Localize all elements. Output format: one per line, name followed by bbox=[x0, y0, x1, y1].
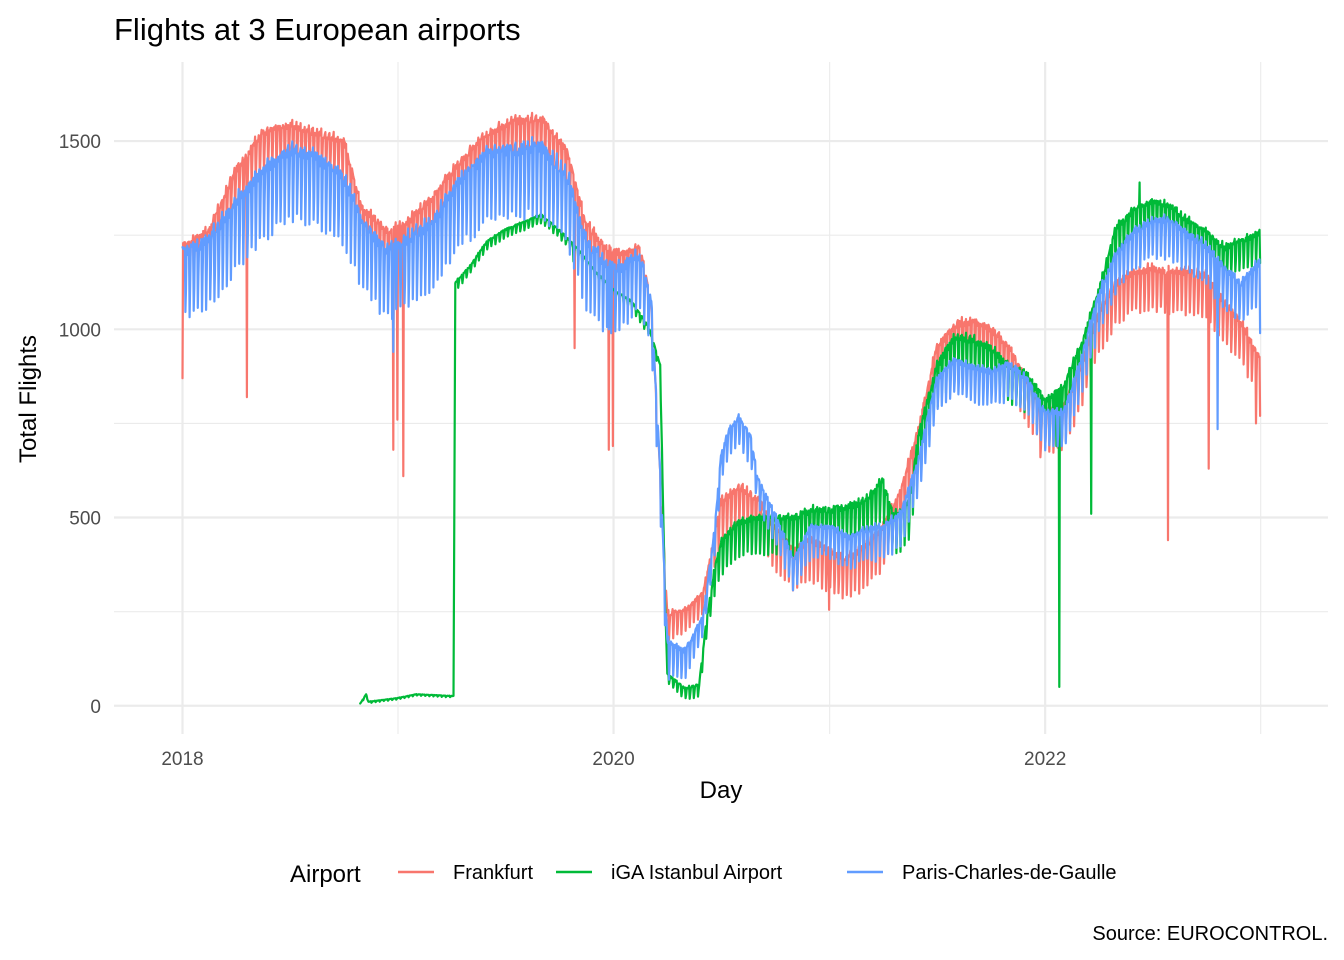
series-line-frankfurt bbox=[181, 111, 1262, 642]
chart-title: Flights at 3 European airports bbox=[114, 12, 521, 47]
series-line-paris-charles-de-gaulle bbox=[181, 136, 1262, 681]
x-tick-label: 2018 bbox=[161, 749, 203, 770]
x-axis-title: Day bbox=[700, 777, 743, 804]
y-axis-ticks: 0 500 1000 1500 bbox=[59, 132, 101, 718]
chart-caption: Source: EUROCONTROL. bbox=[1092, 923, 1328, 945]
legend-items: Frankfurt iGA Istanbul Airport Paris-Charl… bbox=[398, 862, 1117, 884]
x-tick-label: 2020 bbox=[592, 749, 634, 770]
x-axis-ticks: 2018 2020 2022 bbox=[161, 749, 1066, 770]
legend-title: Airport bbox=[290, 861, 361, 888]
series-lines bbox=[181, 111, 1262, 705]
legend-label: Frankfurt bbox=[453, 862, 533, 884]
legend-label: Paris-Charles-de-Gaulle bbox=[902, 862, 1117, 884]
y-tick-label: 500 bbox=[69, 509, 101, 530]
y-tick-label: 0 bbox=[90, 697, 101, 718]
y-axis-title: Total Flights bbox=[15, 335, 42, 463]
x-tick-label: 2022 bbox=[1024, 749, 1066, 770]
legend-label: iGA Istanbul Airport bbox=[611, 862, 783, 884]
y-tick-label: 1500 bbox=[59, 132, 101, 153]
legend: Airport Frankfurt iGA Istanbul Airport Par… bbox=[290, 861, 1117, 888]
y-tick-label: 1000 bbox=[59, 320, 101, 341]
